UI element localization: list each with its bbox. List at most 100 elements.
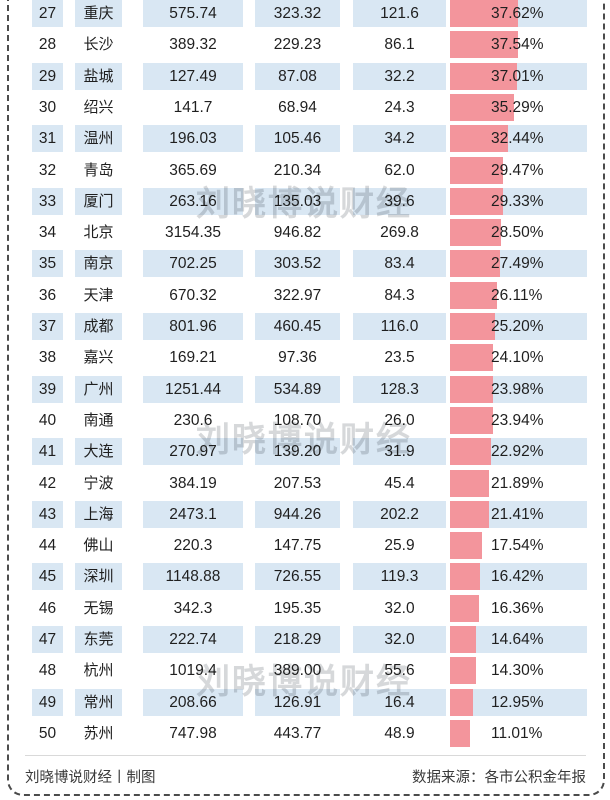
ratio-bar xyxy=(450,626,477,653)
city-cell: 上海 xyxy=(75,501,122,528)
ratio-cell: 29.47% xyxy=(450,157,587,184)
ratio-bar xyxy=(450,63,517,90)
ratio-bar xyxy=(450,657,476,684)
ratio-cell: 35.29% xyxy=(450,94,587,121)
value2-cell: 944.26 xyxy=(255,501,340,528)
ratio-cell: 29.33% xyxy=(450,188,587,215)
value1-cell: 342.3 xyxy=(173,600,213,617)
value3-cell: 55.6 xyxy=(384,662,415,679)
footer-divider xyxy=(25,755,586,756)
value2-cell: 108.70 xyxy=(273,412,322,429)
rank-cell: 48 xyxy=(38,662,57,679)
ratio-bar xyxy=(450,470,490,497)
ratio-label: 23.98% xyxy=(491,381,544,398)
table-row: 48 杭州 1019.4 389.00 55.6 14.30% xyxy=(0,657,610,684)
value1-cell: 230.6 xyxy=(173,412,213,429)
table-row: 35 南京 702.25 303.52 83.4 27.49% xyxy=(0,250,610,277)
value1-cell: 263.16 xyxy=(143,188,243,215)
value3-cell: 34.2 xyxy=(353,125,446,152)
value2-cell: 303.52 xyxy=(255,250,340,277)
ratio-cell: 23.98% xyxy=(450,376,587,403)
ratio-bar xyxy=(450,344,494,371)
value1-cell: 1019.4 xyxy=(169,662,217,679)
ratio-bar xyxy=(450,313,496,340)
table-row: 41 大连 270.97 139.20 31.9 22.92% xyxy=(0,438,610,465)
city-cell: 长沙 xyxy=(83,36,114,53)
city-cell: 重庆 xyxy=(75,0,122,27)
ratio-cell: 12.95% xyxy=(450,689,587,716)
ratio-bar xyxy=(450,250,500,277)
ratio-cell: 21.41% xyxy=(450,501,587,528)
value1-cell: 127.49 xyxy=(143,63,243,90)
city-cell: 南京 xyxy=(75,250,122,277)
city-cell: 无锡 xyxy=(83,600,114,617)
value3-cell: 32.2 xyxy=(353,63,446,90)
value1-cell: 2473.1 xyxy=(143,501,243,528)
ratio-cell: 11.01% xyxy=(450,720,587,747)
city-cell: 嘉兴 xyxy=(83,349,114,366)
ratio-cell: 24.10% xyxy=(450,344,587,371)
value1-cell: 196.03 xyxy=(143,125,243,152)
city-cell: 深圳 xyxy=(75,563,122,590)
value2-cell: 443.77 xyxy=(273,725,322,742)
table-row: 36 天津 670.32 322.97 84.3 26.11% xyxy=(0,282,610,309)
value1-cell: 702.25 xyxy=(143,250,243,277)
value2-cell: 323.32 xyxy=(255,0,340,27)
city-cell: 温州 xyxy=(75,125,122,152)
value1-cell: 141.7 xyxy=(173,99,213,116)
table-row: 32 青岛 365.69 210.34 62.0 29.47% xyxy=(0,157,610,184)
ratio-cell: 23.94% xyxy=(450,407,587,434)
ratio-bar xyxy=(450,31,518,58)
ratio-label: 32.44% xyxy=(491,130,544,147)
value3-cell: 39.6 xyxy=(353,188,446,215)
rank-cell: 40 xyxy=(38,412,57,429)
ratio-cell: 27.49% xyxy=(450,250,587,277)
value2-cell: 105.46 xyxy=(255,125,340,152)
table-row: 31 温州 196.03 105.46 34.2 32.44% xyxy=(0,125,610,152)
city-cell: 盐城 xyxy=(75,63,122,90)
table-row: 38 嘉兴 169.21 97.36 23.5 24.10% xyxy=(0,344,610,371)
value2-cell: 87.08 xyxy=(255,63,340,90)
value3-cell: 48.9 xyxy=(384,725,415,742)
value3-cell: 45.4 xyxy=(384,475,415,492)
rank-cell: 38 xyxy=(38,349,57,366)
table-row: 44 佛山 220.3 147.75 25.9 17.54% xyxy=(0,532,610,559)
value1-cell: 222.74 xyxy=(143,626,243,653)
value1-cell: 365.69 xyxy=(169,162,217,179)
footer-source-note: 数据来源：各市公积金年报 xyxy=(412,770,586,786)
ratio-bar xyxy=(450,219,502,246)
ratio-bar xyxy=(450,563,480,590)
value1-cell: 1251.44 xyxy=(143,376,243,403)
value2-cell: 534.89 xyxy=(255,376,340,403)
value2-cell: 207.53 xyxy=(273,475,322,492)
value2-cell: 726.55 xyxy=(255,563,340,590)
ratio-bar xyxy=(450,0,518,27)
table-row: 28 长沙 389.32 229.23 86.1 37.54% xyxy=(0,31,610,58)
value1-cell: 270.97 xyxy=(143,438,243,465)
rank-cell: 31 xyxy=(32,125,63,152)
city-cell: 厦门 xyxy=(75,188,122,215)
ratio-cell: 37.54% xyxy=(450,31,587,58)
ratio-label: 11.01% xyxy=(491,725,543,742)
ratio-bar xyxy=(450,720,470,747)
value3-cell: 121.6 xyxy=(353,0,446,27)
value1-cell: 384.19 xyxy=(169,475,217,492)
ratio-cell: 26.11% xyxy=(450,282,587,309)
rank-cell: 27 xyxy=(32,0,63,27)
table-row: 46 无锡 342.3 195.35 32.0 16.36% xyxy=(0,595,610,622)
city-cell: 宁波 xyxy=(83,475,114,492)
ratio-cell: 22.92% xyxy=(450,438,587,465)
ratio-bar xyxy=(450,501,489,528)
rank-cell: 28 xyxy=(38,36,57,53)
value1-cell: 3154.35 xyxy=(164,224,222,241)
value1-cell: 1148.88 xyxy=(143,563,243,590)
table-row: 33 厦门 263.16 135.03 39.6 29.33% xyxy=(0,188,610,215)
ratio-cell: 14.64% xyxy=(450,626,587,653)
table-body: 27 重庆 575.74 323.32 121.6 37.62% 28 长沙 389.32 229… xyxy=(0,0,610,747)
value3-cell: 23.5 xyxy=(384,349,415,366)
table-row: 42 宁波 384.19 207.53 45.4 21.89% xyxy=(0,470,610,497)
value3-cell: 86.1 xyxy=(384,36,415,53)
ratio-label: 25.20% xyxy=(491,318,544,335)
rank-cell: 41 xyxy=(32,438,63,465)
rank-cell: 29 xyxy=(32,63,63,90)
